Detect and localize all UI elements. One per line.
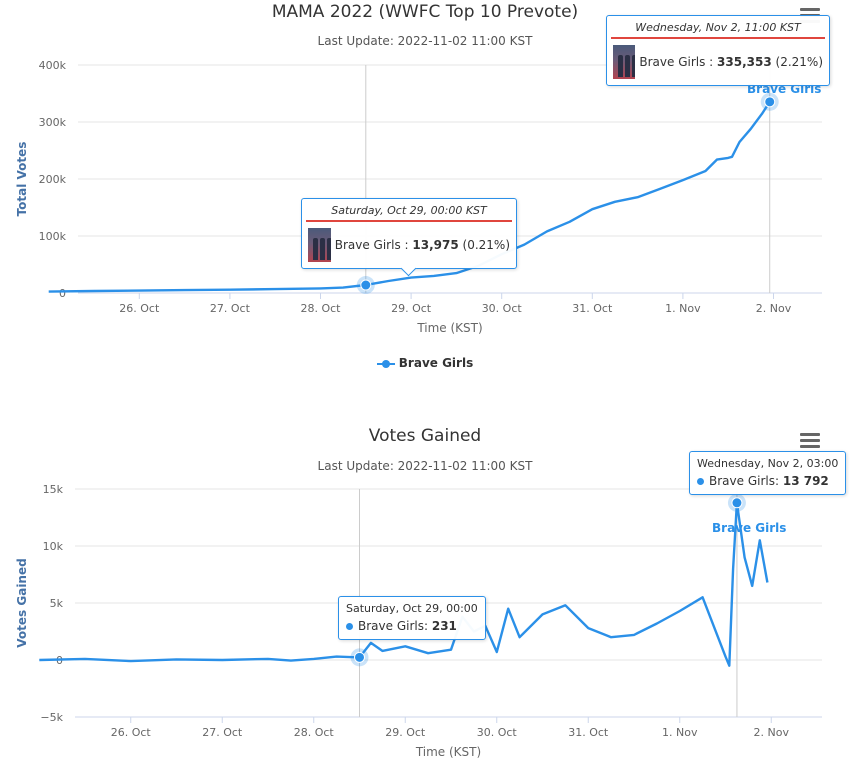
tooltip-date: Saturday, Oct 29, 00:00 KST xyxy=(306,199,512,222)
x-tick-label: 30. Oct xyxy=(482,302,523,315)
series-label: Brave Girls xyxy=(712,521,787,535)
tooltip-value: 13,975 xyxy=(412,238,459,252)
y-tick-label: 300k xyxy=(39,116,67,129)
x-axis-label: Time (KST) xyxy=(415,745,481,759)
tooltip-series: Brave Girls xyxy=(639,55,706,69)
data-point-marker xyxy=(731,497,743,509)
x-tick-label: 27. Oct xyxy=(202,726,243,739)
x-tick-label: 28. Oct xyxy=(300,302,341,315)
x-tick-label: 29. Oct xyxy=(385,726,426,739)
y-tick-label: 10k xyxy=(43,540,64,553)
chart-title: Votes Gained xyxy=(368,426,482,446)
x-tick-label: 28. Oct xyxy=(294,726,335,739)
tooltip-date: Wednesday, Nov 2, 03:00 xyxy=(697,457,839,470)
y-tick-label: 0 xyxy=(59,287,66,300)
series-dot-icon xyxy=(697,478,704,485)
x-tick-label: 26. Oct xyxy=(119,302,160,315)
chart-subtitle: Last Update: 2022-11-02 11:00 KST xyxy=(317,34,533,48)
tooltip-date: Wednesday, Nov 2, 11:00 KST xyxy=(611,16,825,39)
tooltip-pct: (0.21%) xyxy=(462,238,510,252)
x-tick-label: 2. Nov xyxy=(756,302,792,315)
tooltip-oct29: Saturday, Oct 29, 00:00 KST Brave Girls … xyxy=(301,198,517,277)
series-line xyxy=(48,101,771,293)
data-point-marker xyxy=(764,96,776,108)
total-votes-chart: MAMA 2022 (WWFC Top 10 Prevote) Last Upd… xyxy=(0,2,850,370)
x-tick-label: 1. Nov xyxy=(665,302,701,315)
y-axis-label: Votes Gained xyxy=(15,558,29,647)
tooltip-value: 13 792 xyxy=(782,474,829,488)
x-tick-label: 29. Oct xyxy=(391,302,432,315)
menu-hamburger-icon[interactable] xyxy=(800,433,820,449)
chart-subtitle: Last Update: 2022-11-02 11:00 KST xyxy=(317,459,533,473)
tooltip-oct29: Saturday, Oct 29, 00:00 Brave Girls: 231 xyxy=(338,596,486,640)
x-tick-label: 31. Oct xyxy=(568,726,609,739)
series-dot-icon xyxy=(346,623,353,630)
tooltip-pct: (2.21%) xyxy=(775,55,823,69)
total-votes-plot: 0 100k 200k 300k 400k 26. Oct 27. Oct 28. Oct 29… xyxy=(15,59,822,335)
votes-gained-chart: Votes Gained Last Update: 2022-11-02 11:… xyxy=(0,420,850,777)
legend-label: Brave Girls xyxy=(398,356,474,370)
tooltip-series: Brave Girls xyxy=(709,474,775,488)
x-tick-label: 27. Oct xyxy=(210,302,251,315)
x-axis-label: Time (KST) xyxy=(416,321,482,335)
tooltip-value: 231 xyxy=(431,619,457,633)
x-tick-label: 26. Oct xyxy=(111,726,152,739)
y-tick-label: −5k xyxy=(40,711,63,724)
x-tick-label: 2. Nov xyxy=(754,726,790,739)
y-tick-label: 400k xyxy=(39,59,67,72)
chart-title: MAMA 2022 (WWFC Top 10 Prevote) xyxy=(271,2,579,22)
data-point-marker xyxy=(354,651,365,663)
tooltip-value: 335,353 xyxy=(717,55,772,69)
legend-line-icon xyxy=(376,359,395,368)
x-tick-label: 1. Nov xyxy=(662,726,698,739)
y-tick-label: 5k xyxy=(50,597,64,610)
y-tick-label: 200k xyxy=(39,173,67,186)
tooltip-date: Saturday, Oct 29, 00:00 xyxy=(346,602,478,615)
x-tick-label: 30. Oct xyxy=(477,726,518,739)
artist-thumbnail xyxy=(613,45,636,79)
tooltip-nov2: Wednesday, Nov 2, 03:00 Brave Girls: 13 … xyxy=(689,451,847,495)
data-point-marker xyxy=(360,279,372,291)
tooltip-nov2: Wednesday, Nov 2, 11:00 KST Brave Girls … xyxy=(606,15,830,86)
series-line xyxy=(39,501,769,667)
tooltip-series: Brave Girls xyxy=(358,619,424,633)
artist-thumbnail xyxy=(308,228,331,262)
x-tick-label: 31. Oct xyxy=(572,302,613,315)
y-axis-label: Total Votes xyxy=(15,142,29,217)
tooltip-series: Brave Girls xyxy=(334,238,401,252)
legend-item-brave-girls[interactable]: Brave Girls xyxy=(0,356,850,370)
y-tick-label: 100k xyxy=(39,230,67,243)
y-tick-label: 15k xyxy=(43,483,64,496)
